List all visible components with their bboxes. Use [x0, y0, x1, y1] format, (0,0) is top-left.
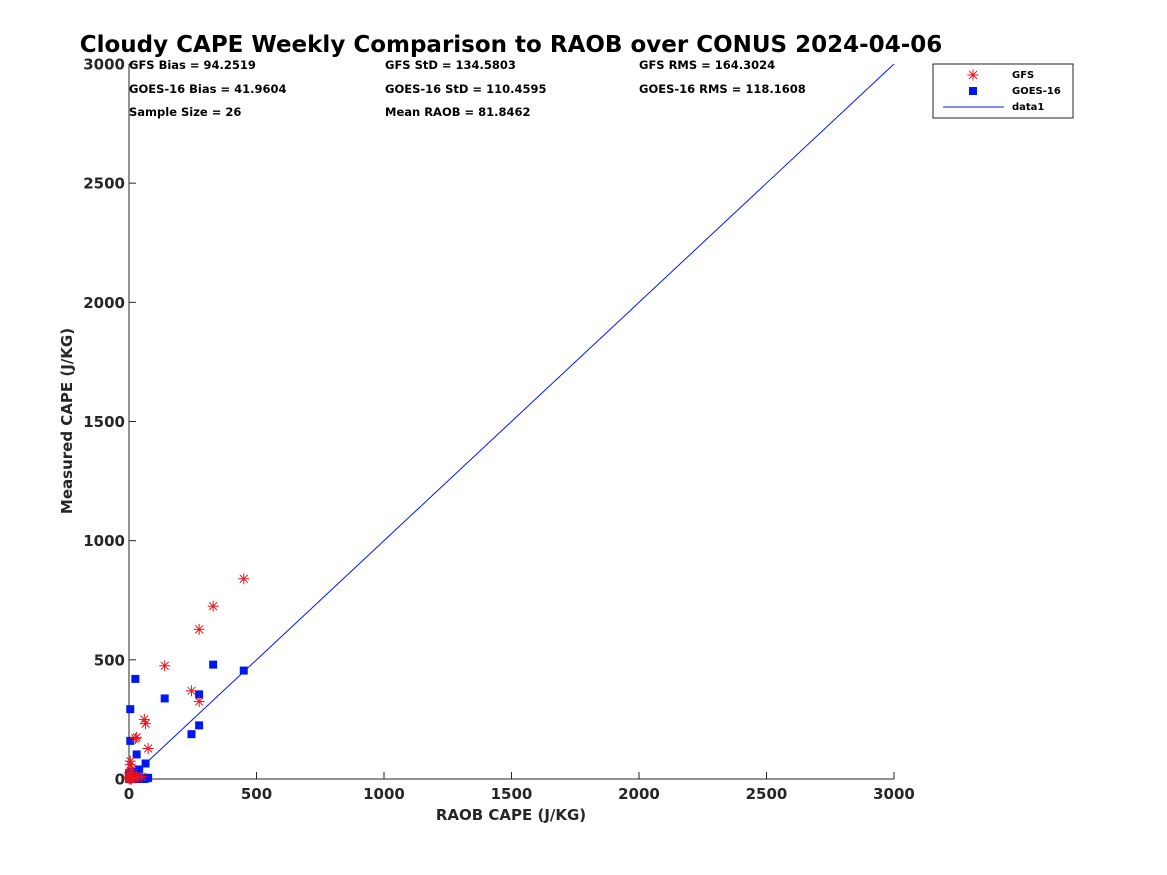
goes16-point: [142, 774, 151, 783]
legend-box: [932, 63, 1074, 119]
ticks: 0 500 1000 1500 2000 2500 3000 0 500 1000 1500 2000…: [83, 56, 915, 804]
x-tick-label: 2500: [746, 785, 788, 803]
chart-title: Cloudy CAPE Weekly Comparison to RAOB ov…: [80, 32, 943, 58]
x-axis-label: RAOB CAPE (J/KG): [436, 806, 586, 824]
stat-mean-raob: Mean RAOB = 81.8462: [385, 105, 531, 119]
goes16-point: [132, 750, 141, 759]
y-axis-label: Measured CAPE (J/KG): [58, 328, 76, 514]
plot-layer: [123, 63, 895, 785]
x-tick-label: 1500: [491, 785, 533, 803]
legend-goes16-marker: [969, 87, 977, 95]
y-tick-label: 500: [94, 651, 125, 669]
goes16-point: [195, 721, 204, 730]
x-tick-label: 500: [241, 785, 272, 803]
legend-label-goes16: GOES-16: [1012, 86, 1061, 97]
x-tick-label: 0: [124, 785, 134, 803]
gfs-point: [142, 742, 154, 754]
gfs-point: [207, 600, 219, 612]
goes16-point: [141, 759, 150, 768]
legend-entry-data1: data1: [943, 102, 1044, 113]
legend-gfs-marker: [967, 69, 979, 81]
goes16-point: [131, 674, 140, 683]
stat-gfs-rms: GFS RMS = 164.3024: [639, 58, 775, 72]
gfs-point: [193, 696, 205, 708]
stat-sample-size: Sample Size = 26: [129, 105, 241, 119]
gfs-point: [193, 623, 205, 635]
stat-gfs-bias: GFS Bias = 94.2519: [129, 58, 256, 72]
stat-goes-std: GOES-16 StD = 110.4595: [385, 82, 546, 96]
x-tick-label: 2000: [618, 785, 660, 803]
y-tick-label: 0: [115, 771, 125, 789]
stat-goes-rms: GOES-16 RMS = 118.1608: [639, 82, 806, 96]
gfs-point: [140, 718, 152, 730]
stats-annotations: GFS Bias = 94.2519 GFS StD = 134.5803 GF…: [129, 58, 806, 119]
stat-gfs-std: GFS StD = 134.5803: [385, 58, 516, 72]
legend-gfs-asterisk: [967, 69, 979, 81]
goes16-point: [135, 765, 144, 774]
goes16-point: [209, 660, 218, 669]
gfs-point: [123, 770, 135, 782]
legend: GFS GOES-16 data1: [932, 63, 1074, 119]
legend-label-data1: data1: [1012, 102, 1044, 113]
x-tick-label: 1000: [363, 785, 405, 803]
goes16-point: [239, 666, 248, 675]
goes16-point: [187, 730, 196, 739]
legend-label-gfs: GFS: [1012, 70, 1034, 81]
y-tick-label: 1500: [83, 413, 125, 431]
y-tick-label: 2500: [83, 175, 125, 193]
gfs-point: [185, 685, 197, 697]
legend-entry-goes16: GOES-16: [969, 86, 1061, 97]
stat-goes-bias: GOES-16 Bias = 41.9604: [129, 82, 286, 96]
goes16-point: [160, 694, 169, 703]
x-tick-label: 3000: [873, 785, 915, 803]
goes16-point: [126, 705, 135, 714]
y-tick-label: 3000: [83, 56, 125, 74]
goes16-point: [195, 690, 204, 699]
gfs-point: [129, 732, 141, 744]
y-tick-label: 1000: [83, 532, 125, 550]
series-data1-line: [128, 63, 895, 780]
y-tick-label: 2000: [83, 294, 125, 312]
gfs-point: [136, 771, 148, 783]
gfs-point: [159, 660, 171, 672]
goes16-point: [126, 736, 135, 745]
legend-entry-gfs: GFS: [967, 69, 1034, 81]
gfs-point: [238, 573, 250, 585]
